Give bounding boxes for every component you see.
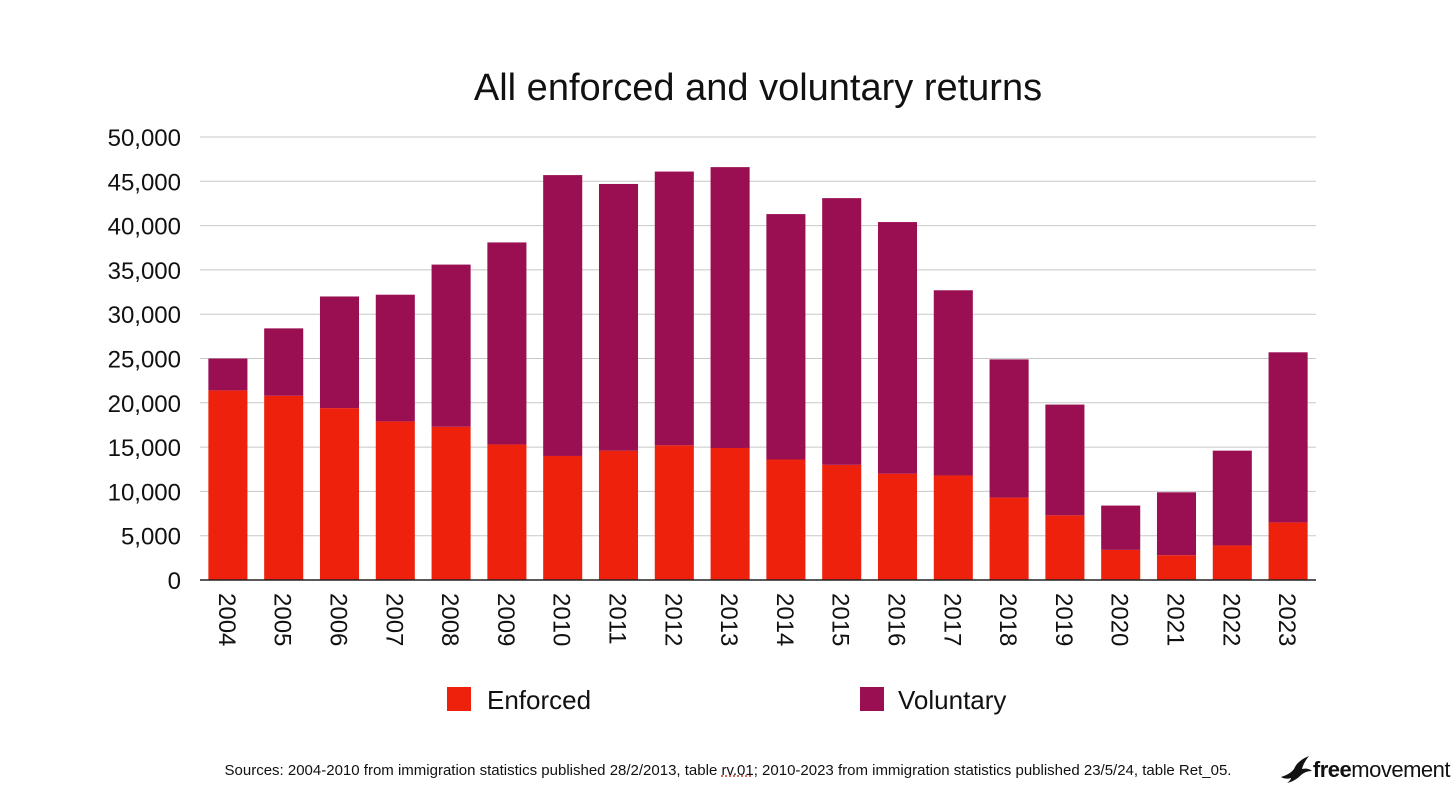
y-tick-label: 40,000: [108, 214, 181, 241]
bar-voluntary-2015: [822, 198, 862, 465]
freemovement-logo: freemovement: [1279, 755, 1450, 785]
bar-enforced-2018: [989, 497, 1029, 580]
bars: [208, 167, 1308, 580]
bar-enforced-2021: [1156, 555, 1197, 580]
x-tick-label: 2019: [1050, 593, 1077, 646]
bar-voluntary-2004: [208, 358, 248, 391]
bar-enforced-2009: [487, 444, 527, 580]
y-tick-label: 35,000: [108, 258, 181, 285]
returns-chart: All enforced and voluntary returns 0 5,00…: [108, 67, 1316, 715]
x-tick-label: 2014: [771, 593, 798, 646]
x-axis-ticks: 2004 2005 2006 2007 2008 2009 2010 2011 2012 2013…: [213, 593, 1300, 646]
x-tick-label: 2012: [659, 593, 686, 646]
bar-enforced-2010: [543, 455, 583, 580]
bar-enforced-2013: [710, 447, 750, 580]
sources-text-1: Sources: 2004-2010 from immigration stat…: [224, 762, 722, 779]
logo-wordmark-bold: free: [1312, 757, 1352, 782]
sources-note: Sources: 2004-2010 from immigration stat…: [0, 762, 1456, 779]
x-tick-label: 2008: [436, 593, 463, 646]
x-tick-label: 2011: [604, 593, 631, 645]
y-tick-label: 30,000: [108, 302, 181, 329]
legend-swatch-voluntary: [860, 687, 884, 711]
x-tick-label: 2017: [938, 593, 965, 646]
bar-voluntary-2017: [933, 290, 973, 476]
bar-enforced-2023: [1268, 522, 1308, 580]
bar-voluntary-2013: [710, 167, 750, 448]
x-tick-label: 2009: [492, 593, 519, 646]
bar-enforced-2006: [319, 408, 360, 580]
x-tick-label: 2022: [1217, 593, 1244, 646]
bar-enforced-2017: [933, 475, 973, 580]
y-tick-label: 20,000: [108, 391, 181, 418]
x-tick-label: 2013: [715, 593, 742, 646]
bar-enforced-2008: [431, 426, 471, 580]
bar-enforced-2014: [766, 459, 806, 580]
legend-swatch-enforced: [447, 687, 471, 711]
bar-enforced-2019: [1045, 515, 1085, 580]
bar-enforced-2020: [1101, 549, 1141, 580]
x-tick-label: 2020: [1106, 593, 1133, 646]
x-tick-label: 2006: [325, 593, 352, 646]
bar-voluntary-2023: [1268, 352, 1308, 523]
y-tick-label: 50,000: [108, 125, 181, 152]
y-tick-label: 25,000: [108, 347, 181, 374]
bar-voluntary-2011: [598, 183, 639, 451]
x-tick-label: 2023: [1273, 593, 1300, 646]
x-tick-label: 2015: [827, 593, 854, 646]
bar-enforced-2012: [654, 445, 694, 580]
y-tick-label: 10,000: [108, 479, 181, 506]
bar-enforced-2004: [208, 390, 248, 580]
bird-icon: [1280, 756, 1312, 783]
bar-enforced-2015: [822, 464, 862, 580]
sources-text-2: ; 2010-2023 from immigration statistics …: [753, 762, 1232, 779]
sources-table-link: rv.01: [721, 762, 754, 779]
bar-enforced-2022: [1212, 545, 1252, 580]
logo-wordmark-rest: movement: [1351, 757, 1450, 782]
logo-wordmark: freemovement: [1312, 757, 1451, 783]
x-tick-label: 2018: [994, 593, 1021, 646]
bar-voluntary-2012: [654, 171, 694, 446]
bar-voluntary-2016: [877, 222, 918, 474]
bar-voluntary-2008: [431, 264, 471, 427]
bar-enforced-2016: [877, 473, 918, 580]
legend-label-enforced: Enforced: [487, 685, 591, 715]
bar-voluntary-2021: [1156, 492, 1197, 556]
x-tick-label: 2010: [548, 593, 575, 646]
bar-voluntary-2005: [264, 328, 304, 396]
bar-voluntary-2018: [989, 359, 1029, 498]
x-tick-label: 2007: [380, 593, 407, 646]
x-tick-label: 2004: [213, 593, 240, 646]
y-tick-label: 45,000: [108, 169, 181, 196]
legend-label-voluntary: Voluntary: [898, 685, 1006, 715]
chart-title: All enforced and voluntary returns: [474, 67, 1042, 109]
bar-voluntary-2007: [375, 294, 415, 422]
bar-voluntary-2022: [1212, 450, 1252, 546]
bar-enforced-2007: [375, 421, 415, 580]
y-axis-ticks: 0 5,000 10,000 15,000 20,000 25,000 30,000 35,0…: [108, 125, 181, 595]
bar-voluntary-2009: [487, 242, 527, 445]
y-tick-label: 15,000: [108, 435, 181, 462]
bar-voluntary-2006: [319, 296, 360, 409]
bar-enforced-2011: [598, 450, 639, 580]
bar-voluntary-2010: [543, 175, 583, 456]
bar-voluntary-2020: [1101, 505, 1141, 550]
x-tick-label: 2005: [269, 593, 296, 646]
legend: Enforced Voluntary: [447, 685, 1006, 715]
y-tick-label: 0: [168, 568, 181, 595]
y-tick-label: 5,000: [121, 524, 181, 551]
x-tick-label: 2016: [883, 593, 910, 646]
bar-voluntary-2019: [1045, 404, 1085, 516]
bar-enforced-2005: [264, 395, 304, 580]
x-tick-label: 2021: [1162, 593, 1189, 646]
gridlines: [200, 136, 1316, 537]
bar-voluntary-2014: [766, 214, 806, 460]
